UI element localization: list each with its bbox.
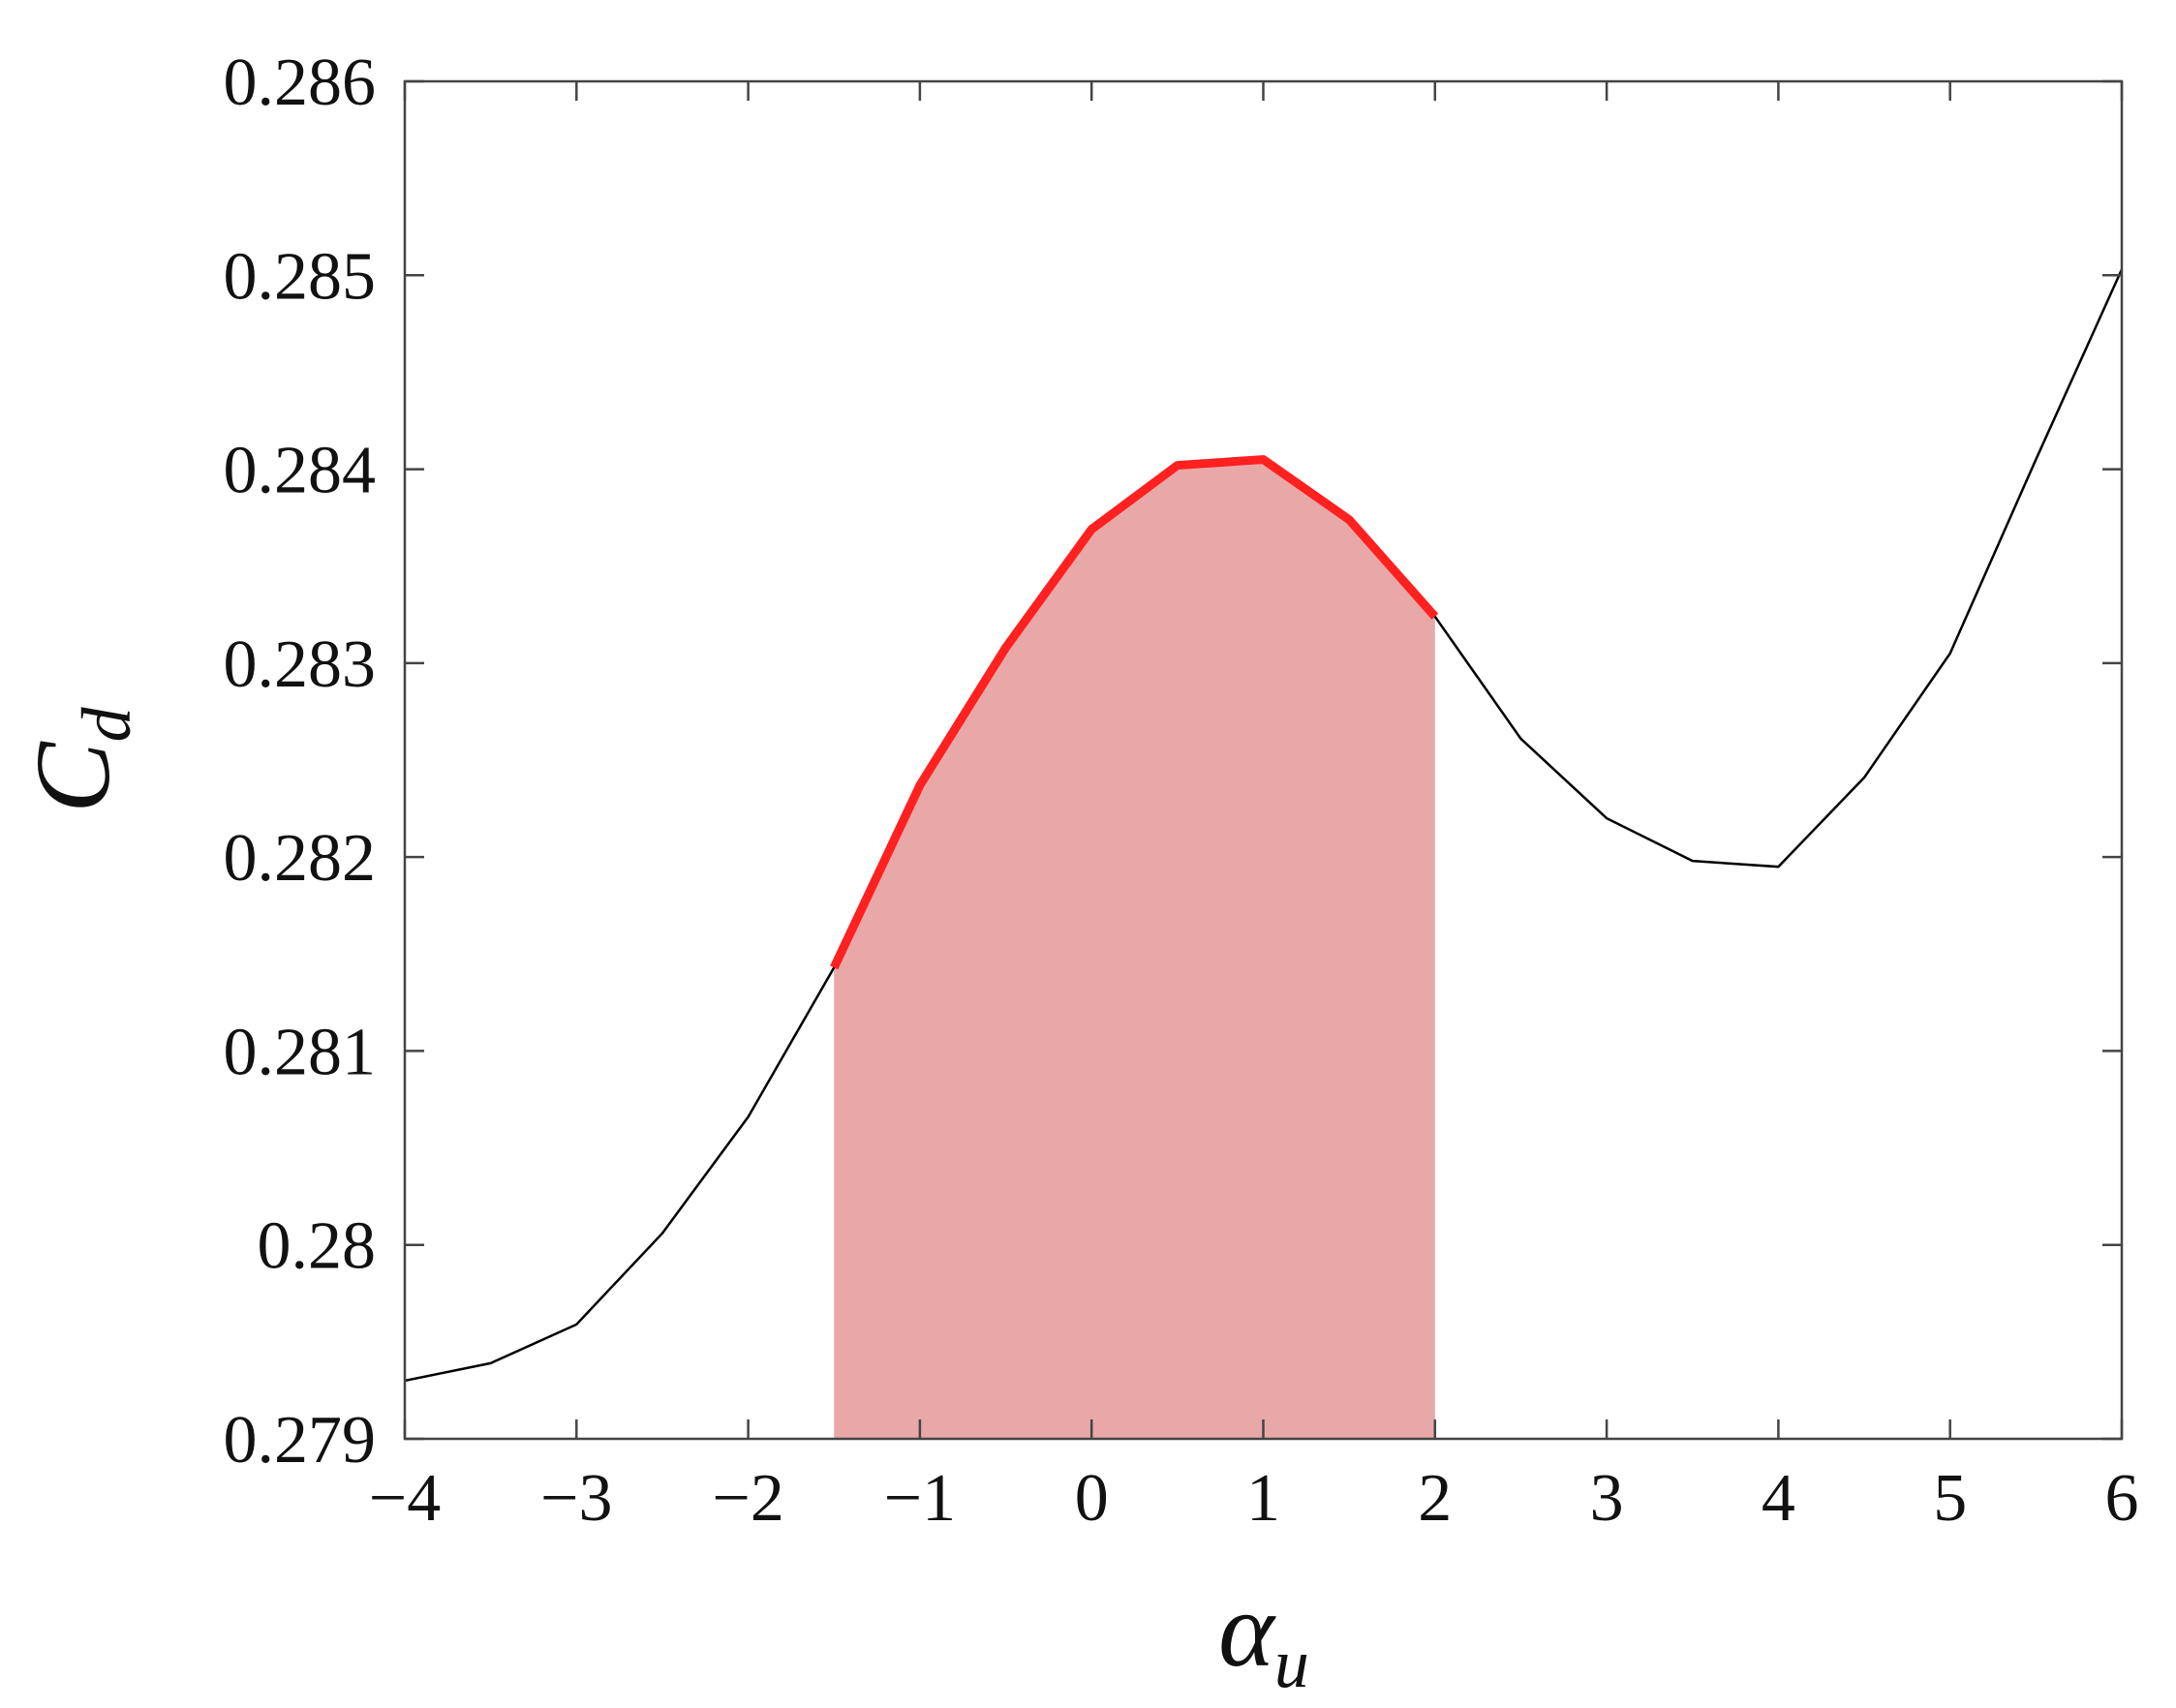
highlight-line	[830, 455, 1439, 970]
x-tick-label: −4	[369, 1461, 441, 1536]
x-tick-label: 3	[1590, 1461, 1624, 1536]
y-tick-label: 0.286	[224, 46, 377, 120]
x-tick-label: 4	[1762, 1461, 1795, 1536]
y-tick-label: 0.285	[224, 239, 377, 314]
y-axis-label: Cd	[14, 706, 145, 812]
x-tick-label: 5	[1933, 1461, 1967, 1536]
x-tick-label: −2	[712, 1461, 783, 1536]
x-tick-label: −3	[540, 1461, 612, 1536]
y-tick-label: 0.279	[224, 1403, 377, 1478]
y-tick-label: 0.282	[224, 821, 377, 896]
y-tick-label: 0.28	[258, 1209, 377, 1284]
x-tick-label: 2	[1418, 1461, 1452, 1536]
y-tick-label: 0.284	[224, 434, 377, 508]
x-tick-label: 1	[1246, 1461, 1280, 1536]
y-label-subscript: d	[68, 706, 145, 742]
x-label-symbol: α	[1218, 1571, 1276, 1689]
y-tick-label: 0.283	[224, 627, 377, 702]
y-label-symbol: C	[14, 741, 132, 813]
x-label-subscript: u	[1274, 1625, 1309, 1702]
highlight-area	[834, 459, 1435, 1439]
y-tick-label: 0.281	[224, 1015, 377, 1089]
x-axis-label: αu	[1218, 1571, 1309, 1702]
x-tick-label: 6	[2105, 1461, 2139, 1536]
x-tick-label: 0	[1075, 1461, 1109, 1536]
x-tick-label: −1	[884, 1461, 956, 1536]
